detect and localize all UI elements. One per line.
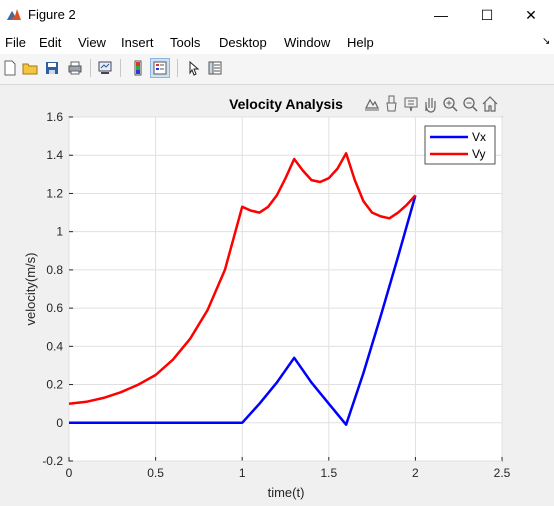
property-inspector-icon[interactable]	[205, 58, 225, 78]
matlab-logo-icon	[7, 9, 21, 20]
series-line-vx	[69, 195, 417, 426]
x-tick-label: 0	[66, 466, 73, 480]
y-tick-label: 1.4	[46, 148, 63, 162]
minimize-button[interactable]: —	[434, 7, 448, 23]
legend[interactable]: Vx Vy	[424, 125, 496, 165]
save-icon[interactable]	[42, 58, 62, 78]
x-tick-label: 2.5	[494, 466, 511, 480]
menu-overflow-icon[interactable]: ↘	[542, 36, 551, 47]
menu-window[interactable]: Window	[284, 35, 331, 50]
close-button[interactable]: ✕	[525, 6, 537, 23]
new-figure-icon[interactable]	[0, 58, 20, 78]
menu-tools[interactable]: Tools	[170, 35, 201, 50]
menu-help[interactable]: Help	[347, 35, 374, 50]
y-tick-label: 0.2	[46, 378, 63, 392]
chart-title: Velocity Analysis	[229, 96, 343, 112]
legend-icon[interactable]	[150, 58, 170, 78]
export-icon[interactable]	[363, 94, 381, 114]
open-file-icon[interactable]	[20, 58, 40, 78]
pan-icon[interactable]	[421, 94, 439, 114]
menu-edit[interactable]: Edit	[39, 35, 62, 50]
y-tick-label: 0.6	[46, 301, 63, 315]
datatip-icon[interactable]	[402, 94, 420, 114]
x-axis-label: time(t)	[268, 485, 305, 500]
toolbar-separator	[120, 59, 121, 77]
plot-area	[68, 116, 503, 462]
y-tick-label: 1.6	[46, 110, 63, 124]
y-tick-label: 0.4	[46, 339, 63, 353]
menu-insert[interactable]: Insert	[121, 35, 154, 50]
zoom-in-icon[interactable]	[441, 94, 459, 114]
title-bar: Figure 2 — ☐ ✕	[0, 0, 554, 30]
toolbar-separator	[177, 59, 178, 77]
menu-bar: File Edit View Insert Tools Desktop Wind…	[0, 30, 554, 54]
y-tick-label: 1.2	[46, 186, 63, 200]
series-line-vy	[68, 152, 417, 405]
figure-toolbar	[0, 54, 554, 85]
zoom-out-icon[interactable]	[461, 94, 479, 114]
legend-label-vy: Vy	[472, 147, 486, 161]
link-plot-icon[interactable]	[95, 58, 115, 78]
y-tick-label: 1	[56, 225, 63, 239]
menu-view[interactable]: View	[78, 35, 106, 50]
menu-file[interactable]: File	[5, 35, 26, 50]
x-tick-label: 0.5	[147, 466, 164, 480]
x-tick-label: 1.5	[320, 466, 337, 480]
x-tick-label: 2	[412, 466, 419, 480]
grid-lines	[68, 116, 503, 462]
y-tick-label: 0.8	[46, 263, 63, 277]
toolbar-separator	[90, 59, 91, 77]
menu-desktop[interactable]: Desktop	[219, 35, 267, 50]
x-tick-labels: 0 0.5 1 1.5 2 2.5	[66, 466, 511, 480]
maximize-button[interactable]: ☐	[480, 6, 494, 23]
y-tick-label: 0	[56, 416, 63, 430]
legend-label-vx: Vx	[472, 130, 486, 144]
home-icon[interactable]	[481, 94, 499, 114]
print-icon[interactable]	[65, 58, 85, 78]
window-title: Figure 2	[28, 7, 76, 22]
y-axis-label: velocity(m/s)	[23, 253, 38, 326]
y-tick-labels: -0.2 0 0.2 0.4 0.6 0.8 1 1.2 1.4 1.6	[42, 110, 63, 468]
x-tick-label: 1	[239, 466, 246, 480]
pointer-icon[interactable]	[184, 58, 204, 78]
colorbar-icon[interactable]	[128, 58, 148, 78]
brush-icon[interactable]	[383, 94, 401, 114]
y-tick-label: -0.2	[42, 454, 63, 468]
series-lines	[68, 152, 417, 426]
